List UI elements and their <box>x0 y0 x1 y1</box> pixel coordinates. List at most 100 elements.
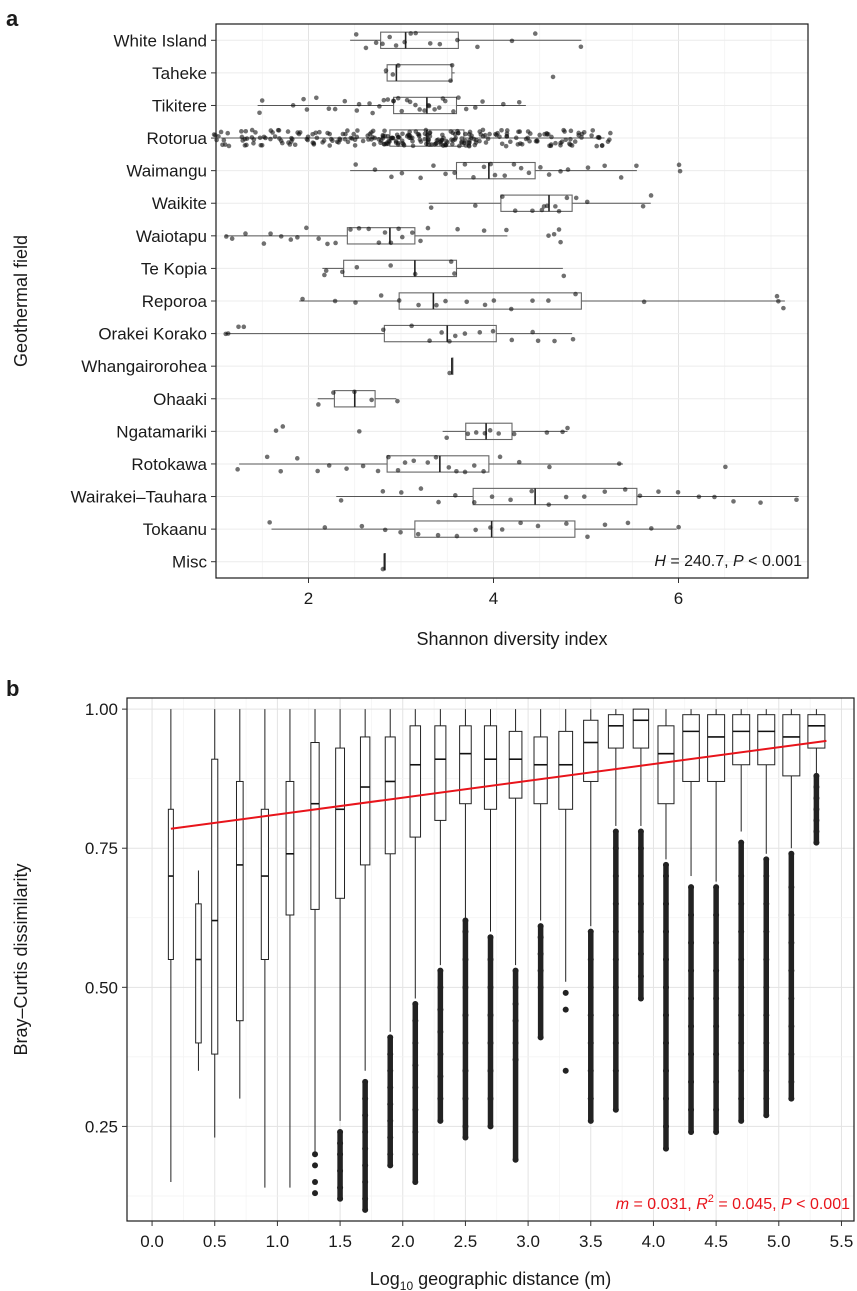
box-iqr <box>533 736 548 805</box>
data-point <box>398 490 404 495</box>
data-point <box>418 486 424 491</box>
y-tick-label: Ngatamariki <box>116 422 207 441</box>
data-point <box>366 226 372 232</box>
data-point <box>372 167 378 172</box>
data-point <box>315 468 320 474</box>
box-iqr <box>757 714 776 766</box>
data-point <box>427 133 433 139</box>
box-iqr <box>211 758 219 1055</box>
data-point <box>563 494 569 500</box>
x-tick-label: 3.0 <box>516 1232 540 1251</box>
data-point <box>452 333 458 339</box>
data-point <box>363 45 369 51</box>
data-point <box>455 226 460 232</box>
data-point <box>508 497 513 503</box>
data-point <box>383 68 389 73</box>
box-group <box>657 709 675 1152</box>
data-point <box>387 34 392 40</box>
x-tick-label: 2 <box>304 589 313 608</box>
box-iqr <box>414 520 576 538</box>
data-point <box>553 140 558 146</box>
box-group <box>583 709 599 1124</box>
data-point <box>354 108 360 113</box>
data-point <box>410 143 416 149</box>
data-point <box>360 463 366 469</box>
data-point <box>454 468 459 474</box>
box-iqr <box>285 780 295 916</box>
x-tick-label: 0.5 <box>203 1232 227 1251</box>
data-point <box>407 99 413 105</box>
data-point <box>396 134 401 140</box>
data-point <box>634 163 639 169</box>
data-point <box>481 164 487 170</box>
data-point <box>295 235 300 240</box>
data-point <box>466 143 472 148</box>
data-point <box>257 110 262 116</box>
box-group <box>807 709 826 846</box>
x-tick-label: 6 <box>674 589 683 608</box>
data-point <box>399 108 405 114</box>
data-point <box>243 231 248 236</box>
data-point <box>327 143 333 148</box>
data-point <box>402 39 407 45</box>
data-point <box>497 454 503 460</box>
box-group <box>380 553 386 572</box>
data-point <box>477 330 483 335</box>
box-iqr <box>434 725 447 821</box>
box-iqr <box>393 96 458 115</box>
data-point <box>465 431 471 437</box>
box-iqr <box>500 194 573 212</box>
box-group <box>211 127 613 149</box>
box-group <box>607 709 624 1113</box>
data-point <box>368 130 374 135</box>
data-point <box>344 466 349 471</box>
data-point <box>676 162 682 168</box>
y-tick-label: Ohaaki <box>153 390 207 409</box>
data-point <box>277 136 282 141</box>
data-point <box>546 298 551 303</box>
box-group <box>428 193 654 214</box>
data-point <box>504 128 510 133</box>
data-point <box>452 271 457 276</box>
data-point <box>280 424 286 429</box>
box-group <box>299 291 786 312</box>
data-point <box>550 74 556 80</box>
data-point <box>546 502 552 507</box>
box-iqr <box>235 780 244 1022</box>
data-point <box>558 143 563 148</box>
box-group <box>409 709 422 1186</box>
data-point <box>487 428 493 433</box>
data-point <box>471 136 477 142</box>
x-title-part: Log <box>370 1269 400 1289</box>
data-point <box>292 142 298 148</box>
data-point <box>409 323 414 329</box>
data-point <box>676 524 681 530</box>
data-point <box>467 129 473 135</box>
box-group <box>632 708 650 1002</box>
data-point <box>398 529 403 535</box>
data-point <box>696 494 702 500</box>
data-point <box>434 141 439 146</box>
outlier-point <box>312 1190 319 1197</box>
data-point <box>443 171 448 177</box>
data-point <box>482 430 488 436</box>
data-point <box>351 131 357 137</box>
data-point <box>400 131 405 137</box>
data-point <box>446 465 452 470</box>
data-point <box>641 299 647 305</box>
data-point <box>463 106 469 112</box>
data-point <box>544 430 550 435</box>
data-point <box>427 338 432 344</box>
box-iqr <box>483 725 498 810</box>
box-group <box>335 709 346 1202</box>
data-point <box>390 72 396 77</box>
y-tick-label: 1.00 <box>85 700 118 719</box>
box-group <box>383 62 556 84</box>
y-tick-label: Tikitere <box>152 96 207 115</box>
x-tick-label: 3.5 <box>579 1232 603 1251</box>
x-title-part: geographic distance (m) <box>413 1269 611 1289</box>
y-tick-label: 0.75 <box>85 839 118 858</box>
data-point <box>367 101 372 106</box>
data-point <box>504 134 510 139</box>
data-point <box>399 234 405 240</box>
